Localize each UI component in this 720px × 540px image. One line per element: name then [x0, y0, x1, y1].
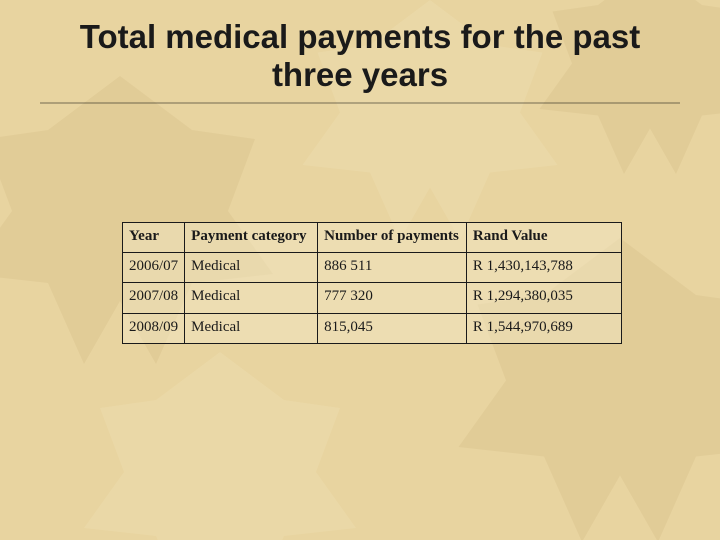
cell-number: 777 320 [318, 283, 467, 313]
cell-year: 2008/09 [123, 313, 185, 343]
table-row: 2008/09 Medical 815,045 R 1,544,970,689 [123, 313, 622, 343]
cell-number: 886 511 [318, 253, 467, 283]
cell-number: 815,045 [318, 313, 467, 343]
title-underline [40, 102, 680, 104]
col-header-category: Payment category [185, 222, 318, 252]
cell-category: Medical [185, 253, 318, 283]
cell-category: Medical [185, 283, 318, 313]
cell-value: R 1,430,143,788 [466, 253, 621, 283]
cell-category: Medical [185, 313, 318, 343]
slide: Total medical payments for the past thre… [0, 0, 720, 540]
cell-value: R 1,544,970,689 [466, 313, 621, 343]
col-header-year: Year [123, 222, 185, 252]
col-header-value: Rand Value [466, 222, 621, 252]
table-header-row: Year Payment category Number of payments… [123, 222, 622, 252]
payments-table: Year Payment category Number of payments… [122, 222, 622, 344]
page-title: Total medical payments for the past thre… [40, 18, 680, 94]
table-row: 2007/08 Medical 777 320 R 1,294,380,035 [123, 283, 622, 313]
table-row: 2006/07 Medical 886 511 R 1,430,143,788 [123, 253, 622, 283]
cell-value: R 1,294,380,035 [466, 283, 621, 313]
payments-table-wrap: Year Payment category Number of payments… [122, 222, 622, 344]
cell-year: 2006/07 [123, 253, 185, 283]
cell-year: 2007/08 [123, 283, 185, 313]
col-header-number: Number of payments [318, 222, 467, 252]
